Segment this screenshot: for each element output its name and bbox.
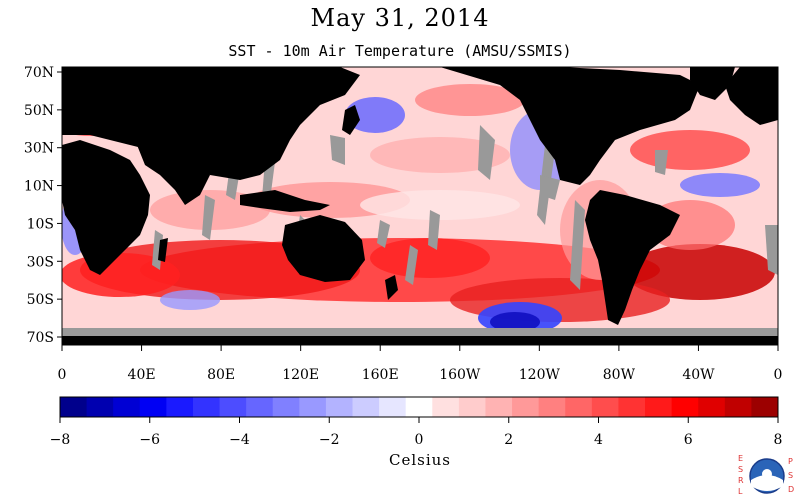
colorbar-swatch [379,397,407,417]
lat-label: 10S [27,216,54,232]
colorbar-swatch [432,397,460,417]
psd-letters: PSD [788,457,794,494]
land-madagascar [158,238,168,262]
colorbar-swatch [698,397,726,417]
colorbar-swatch [405,397,433,417]
svg-text:S: S [738,465,743,474]
svg-text:R: R [738,476,744,485]
colorbar-tick-label: −6 [139,432,160,448]
lon-label: 40W [682,367,715,383]
svg-text:D: D [788,485,794,494]
colorbar-swatch [724,397,752,417]
colorbar-swatch [219,397,247,417]
land-asia [62,67,360,180]
lat-label: 70S [27,330,54,346]
lon-label: 80W [603,367,636,383]
map-subtitle: SST - 10m Air Temperature (AMSU/SSMIS) [228,42,572,60]
land-arabia-india [135,140,210,205]
lon-label: 120W [519,367,561,383]
lon-label: 0 [774,367,783,383]
colorbar-swatch [299,397,327,417]
colorbar-swatch [60,397,88,417]
colorbar-swatch [645,397,673,417]
land-greenland [690,67,735,100]
colorbar-swatch [485,397,513,417]
colorbar-unit-label: Celsius [388,451,451,469]
lat-axis: 70N 50N 30N 10N 10S 30S 50S 70S [24,65,62,346]
lon-axis: 0 40E 80E 120E 160E 160W 120W 80W 40W 0 [58,345,783,383]
colorbar-tick-label: 2 [504,432,513,448]
colorbar-tick-label: 0 [415,432,424,448]
colorbar-swatch [618,397,646,417]
colorbar-tick-label: 8 [774,432,783,448]
colorbar-swatch [512,397,540,417]
map-frame [61,66,779,346]
colorbar-swatch [272,397,300,417]
colorbar-tick-label: 6 [684,432,693,448]
lon-label: 40E [128,367,156,383]
lon-label: 160E [362,367,399,383]
svg-text:P: P [788,457,793,466]
colorbar-swatch [166,397,194,417]
colorbar-swatch [352,397,380,417]
colorbar-swatch [246,397,274,417]
lon-label: 160W [439,367,481,383]
colorbar [59,396,779,418]
colorbar-swatch [671,397,699,417]
land-australia [282,215,365,282]
land-new-zealand [385,275,398,300]
lat-label: 30N [24,141,54,157]
colorbar-ticks: −8 −6 −4 −2 0 2 4 6 8 [50,417,783,448]
colorbar-tick-label: −8 [50,432,71,448]
map-title: May 31, 2014 [310,4,490,32]
lon-label: 120E [282,367,319,383]
land-south-america [585,190,680,325]
colorbar-tick-label: −2 [319,432,340,448]
land-north-america [440,67,700,185]
colorbar-swatch [458,397,486,417]
colorbar-swatch [565,397,593,417]
colorbar-swatch [591,397,619,417]
lat-label: 10N [24,179,54,195]
svg-text:S: S [788,471,793,480]
lat-label: 30S [27,254,54,270]
land [62,67,778,345]
svg-text:L: L [738,487,743,496]
lon-label: 0 [58,367,67,383]
colorbar-swatch [538,397,566,417]
colorbar-swatch [751,397,779,417]
svg-text:E: E [738,454,743,463]
lat-label: 70N [24,65,54,81]
colorbar-swatch [86,397,114,417]
colorbar-swatch [139,397,167,417]
lon-label: 80E [207,367,235,383]
colorbar-swatch [113,397,141,417]
land-europe-asia-west [725,67,778,125]
land-japan [342,105,360,135]
lat-label: 50S [27,292,54,308]
lat-label: 50N [24,103,54,119]
land-antarctica [62,336,778,345]
colorbar-swatch [325,397,354,417]
land-africa [62,140,150,275]
colorbar-tick-label: −4 [229,432,250,448]
colorbar-tick-label: 4 [594,432,603,448]
land-indonesia [240,190,330,212]
colorbar-swatch [192,397,221,417]
